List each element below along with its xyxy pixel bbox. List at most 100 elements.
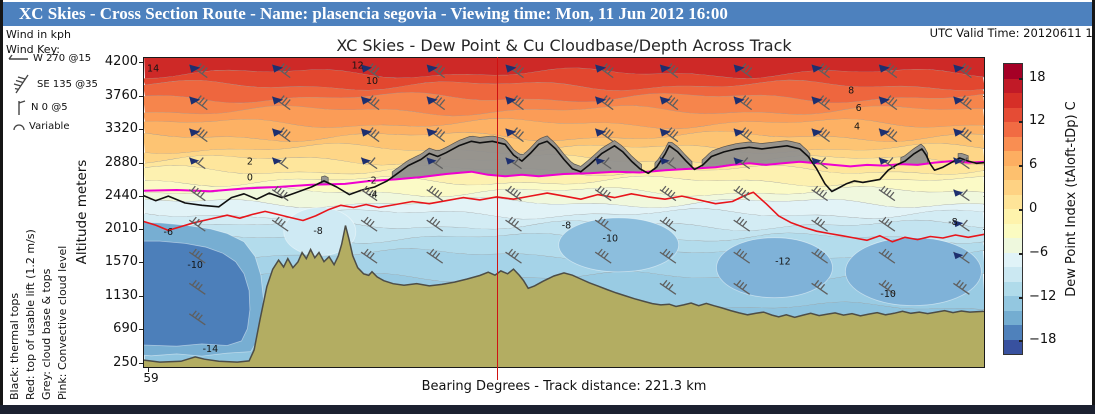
wind-units-label: Wind in kph bbox=[6, 28, 71, 41]
svg-text:-10: -10 bbox=[187, 260, 203, 271]
svg-text:-10: -10 bbox=[880, 289, 896, 300]
y-axis-tick-label: 3760 bbox=[104, 87, 138, 103]
colorbar-tick-mark bbox=[1019, 121, 1023, 123]
y-axis-tick-mark bbox=[139, 229, 143, 231]
y-axis-tick-label: 2440 bbox=[104, 188, 138, 204]
colorbar-gradient bbox=[1004, 122, 1022, 137]
colorbar-gradient bbox=[1004, 238, 1022, 253]
window-title: XC Skies - Cross Section Route - Name: p… bbox=[19, 4, 728, 23]
colorbar-title: Dew Point Index (tAloft-tDp) C bbox=[1064, 101, 1079, 297]
wind-barb-270-icon bbox=[6, 52, 30, 64]
svg-text:12: 12 bbox=[352, 61, 364, 72]
track-position-cursor-line bbox=[497, 57, 499, 380]
y-axis-tick-mark bbox=[139, 196, 143, 198]
wind-barb-135-icon bbox=[12, 72, 34, 96]
colorbar-gradient bbox=[1004, 93, 1022, 108]
svg-text:-10: -10 bbox=[603, 234, 619, 245]
colorbar-tick-label: 6 bbox=[1029, 157, 1038, 172]
colorbar-tick-mark bbox=[1019, 297, 1023, 299]
y-axis-tick-mark bbox=[139, 296, 143, 298]
chart-title: XC Skies - Dew Point & Cu Cloudbase/Dept… bbox=[336, 36, 792, 55]
wind-key-item-label: SE 135 @35 bbox=[37, 78, 98, 90]
window-title-bar: XC Skies - Cross Section Route - Name: p… bbox=[3, 2, 1092, 26]
svg-text:10: 10 bbox=[366, 76, 378, 87]
y-axis-tick-mark bbox=[139, 329, 143, 331]
colorbar-gradient bbox=[1004, 151, 1022, 166]
window-right-border bbox=[1092, 0, 1095, 414]
wind-key-title: Wind Key: bbox=[6, 43, 60, 56]
colorbar-tick-mark bbox=[1019, 78, 1023, 80]
cross-section-plot: 14 12 10 8 6 4 2 0 -2 -4 -6 -8 -8 -10 -10 -12 -10 -8 -14 bbox=[143, 57, 985, 368]
colorbar-gradient bbox=[1004, 310, 1022, 325]
colorbar-gradient bbox=[1004, 252, 1022, 267]
colorbar-gradient bbox=[1004, 78, 1022, 93]
colorbar-gradient bbox=[1004, 107, 1022, 122]
svg-text:0: 0 bbox=[247, 173, 253, 184]
colorbar-tick-label: −6 bbox=[1029, 245, 1049, 260]
colorbar-gradient bbox=[1004, 209, 1022, 224]
wind-key-item-label: W 270 @15 bbox=[33, 52, 92, 64]
y-axis-tick-mark bbox=[139, 62, 143, 64]
colorbar-tick-mark bbox=[1019, 340, 1023, 342]
y-axis-tick-mark bbox=[139, 163, 143, 165]
window-left-border bbox=[0, 0, 3, 414]
colorbar-gradient bbox=[1004, 165, 1022, 180]
x-axis-title: Bearing Degrees - Track distance: 221.3 … bbox=[421, 379, 707, 394]
y-axis-tick-label: 3320 bbox=[104, 121, 138, 137]
colorbar-tick-label: −12 bbox=[1029, 289, 1057, 304]
svg-text:-12: -12 bbox=[775, 256, 791, 267]
y-axis-tick-label: 250 bbox=[113, 355, 138, 370]
colorbar-gradient bbox=[1004, 223, 1022, 238]
x-axis-tick-mark bbox=[148, 368, 150, 372]
svg-text:14: 14 bbox=[147, 64, 159, 75]
y-axis-tick-mark bbox=[139, 129, 143, 131]
colorbar-gradient bbox=[1004, 339, 1022, 354]
svg-text:-8: -8 bbox=[948, 217, 957, 228]
colorbar-tick-mark bbox=[1019, 209, 1023, 211]
colorbar-tick-label: 18 bbox=[1029, 70, 1046, 85]
y-axis-tick-label: 690 bbox=[113, 321, 138, 337]
svg-text:-8: -8 bbox=[562, 221, 571, 232]
colorbar-tick-mark bbox=[1019, 165, 1023, 167]
colorbar-tick-label: −18 bbox=[1029, 332, 1057, 347]
colorbar-gradient bbox=[1004, 296, 1022, 311]
svg-text:8: 8 bbox=[848, 86, 854, 97]
svg-text:2: 2 bbox=[247, 157, 253, 168]
y-axis-tick-mark bbox=[139, 363, 143, 365]
colorbar-gradient bbox=[1004, 64, 1022, 79]
utc-valid-time-label: UTC Valid Time: 20120611 15 bbox=[929, 26, 1095, 40]
wind-barb-calm-icon bbox=[14, 98, 28, 116]
svg-text:-2: -2 bbox=[367, 176, 376, 187]
colorbar-tick-label: 0 bbox=[1029, 201, 1038, 216]
svg-text:4: 4 bbox=[854, 122, 860, 133]
y-axis-tick-mark bbox=[139, 262, 143, 264]
y-axis-tick-label: 4200 bbox=[104, 54, 138, 69]
svg-text:-4: -4 bbox=[368, 189, 377, 200]
y-axis-tick-label: 2010 bbox=[104, 220, 138, 236]
svg-text:6: 6 bbox=[856, 103, 862, 114]
legend-pink-line-label: Pink: Convective cloud level bbox=[56, 245, 69, 400]
colorbar-gradient bbox=[1004, 180, 1022, 195]
legend-black-line-label: Black: thermal tops bbox=[8, 292, 21, 400]
colorbar-gradient bbox=[1004, 325, 1022, 340]
y-axis-title: Altitude meters bbox=[74, 159, 90, 265]
colorbar-gradient bbox=[1004, 136, 1022, 151]
wind-variable-icon bbox=[12, 120, 26, 132]
colorbar-tick-label: 12 bbox=[1029, 113, 1046, 128]
colorbar-tick-mark bbox=[1019, 253, 1023, 255]
y-axis-tick-label: 2880 bbox=[104, 154, 138, 170]
y-axis-tick-label: 1130 bbox=[104, 287, 138, 303]
y-axis-tick-mark bbox=[139, 96, 143, 98]
wind-key-item-label: N 0 @5 bbox=[31, 101, 68, 113]
svg-text:-6: -6 bbox=[164, 227, 173, 238]
svg-text:-8: -8 bbox=[313, 226, 322, 237]
bottom-panel-bar bbox=[0, 405, 1095, 414]
wind-key-item-variable: Variable bbox=[12, 120, 70, 132]
y-axis-tick-label: 1570 bbox=[104, 254, 138, 270]
x-axis-tick-label: 59 bbox=[143, 371, 159, 385]
legend-red-line-label: Red: top of usable lift (1.2 m/s) bbox=[24, 229, 37, 400]
svg-text:-14: -14 bbox=[203, 344, 219, 355]
wind-key-item-label: Variable bbox=[29, 120, 70, 132]
colorbar-gradient bbox=[1004, 194, 1022, 209]
